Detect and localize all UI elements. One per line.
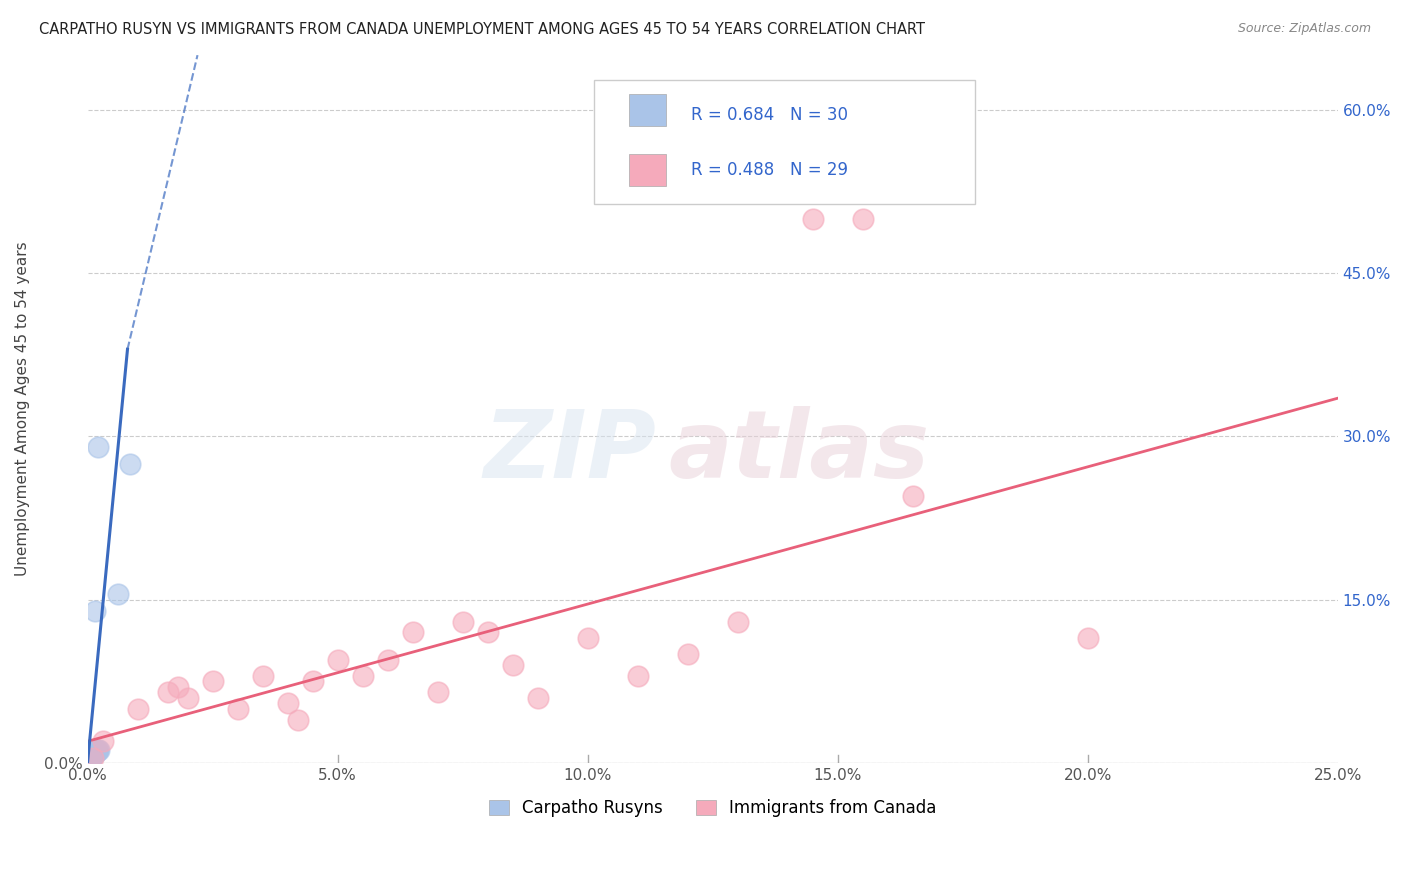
Point: [83, 745, 105, 759]
Point: [87, 440, 110, 454]
Point: [676, 647, 699, 661]
FancyBboxPatch shape: [593, 80, 976, 203]
Point: [80, 749, 103, 764]
Point: [80, 748, 103, 763]
Point: [502, 658, 524, 673]
Point: [79, 748, 101, 763]
Point: [80, 749, 103, 764]
Point: [84, 745, 107, 759]
Point: [626, 669, 648, 683]
Point: [86, 744, 108, 758]
FancyBboxPatch shape: [628, 94, 666, 126]
Point: [477, 625, 499, 640]
Point: [252, 669, 274, 683]
Point: [79, 749, 101, 764]
Point: [451, 615, 474, 629]
Text: R = 0.488   N = 29: R = 0.488 N = 29: [692, 161, 848, 178]
Point: [156, 685, 179, 699]
Point: [77, 750, 100, 764]
Point: [82, 748, 104, 763]
Point: [201, 674, 224, 689]
Point: [83, 747, 105, 761]
Text: ZIP: ZIP: [484, 406, 657, 498]
Point: [1077, 631, 1099, 645]
Point: [166, 680, 188, 694]
Point: [727, 615, 749, 629]
Text: atlas: atlas: [669, 406, 929, 498]
Point: [84, 745, 107, 759]
Text: Source: ZipAtlas.com: Source: ZipAtlas.com: [1237, 22, 1371, 36]
Point: [352, 669, 374, 683]
Text: CARPATHO RUSYN VS IMMIGRANTS FROM CANADA UNEMPLOYMENT AMONG AGES 45 TO 54 YEARS : CARPATHO RUSYN VS IMMIGRANTS FROM CANADA…: [39, 22, 925, 37]
Point: [426, 685, 449, 699]
Point: [82, 747, 104, 762]
Point: [801, 211, 824, 226]
Point: [226, 701, 249, 715]
Point: [91, 734, 114, 748]
Point: [84, 745, 107, 759]
FancyBboxPatch shape: [628, 154, 666, 186]
Point: [77, 750, 100, 764]
Point: [377, 653, 399, 667]
Point: [87, 743, 110, 757]
Point: [84, 604, 107, 618]
Legend: Carpatho Rusyns, Immigrants from Canada: Carpatho Rusyns, Immigrants from Canada: [481, 791, 945, 826]
Point: [176, 690, 198, 705]
Point: [83, 747, 105, 762]
Point: [118, 457, 141, 471]
Point: [86, 743, 108, 757]
Y-axis label: Unemployment Among Ages 45 to 54 years: Unemployment Among Ages 45 to 54 years: [15, 242, 30, 576]
Point: [326, 653, 349, 667]
Point: [127, 701, 149, 715]
Point: [107, 587, 129, 601]
Point: [526, 690, 548, 705]
Point: [79, 749, 101, 764]
Point: [83, 747, 105, 761]
Text: R = 0.684   N = 30: R = 0.684 N = 30: [692, 106, 848, 124]
Point: [301, 674, 323, 689]
Point: [287, 713, 309, 727]
Point: [576, 631, 599, 645]
Point: [276, 696, 298, 710]
Point: [79, 749, 101, 764]
Point: [79, 750, 101, 764]
Point: [901, 489, 924, 503]
Point: [852, 211, 875, 226]
Point: [80, 748, 103, 763]
Point: [82, 750, 104, 764]
Point: [401, 625, 423, 640]
Point: [82, 747, 104, 762]
Point: [86, 744, 108, 758]
Point: [80, 748, 103, 763]
